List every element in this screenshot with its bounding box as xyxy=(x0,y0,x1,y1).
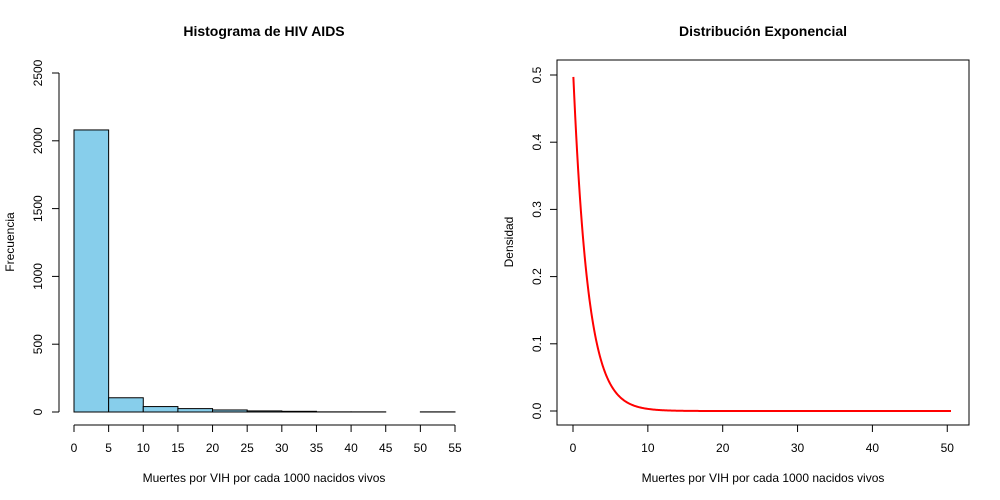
histogram-title: Histograma de HIV AIDS xyxy=(183,23,344,39)
density-x-axis-label: Muertes por VIH por cada 1000 nacidos vi… xyxy=(642,471,885,485)
density-y-tick-label: 0.2 xyxy=(530,268,544,285)
density-x-tick-label: 0 xyxy=(570,441,577,455)
histogram-bar xyxy=(142,406,179,413)
density-y-axis-label: Densidad xyxy=(502,217,516,268)
density-curve xyxy=(572,76,951,412)
histogram-x-axis: 0 5 10 15 20 25 30 35 40 45 50 55 xyxy=(71,424,462,455)
density-x-tick-label: 50 xyxy=(941,441,955,455)
histogram-bar xyxy=(246,410,283,413)
histogram-y-tick-label: 0 xyxy=(31,408,45,415)
histogram-x-tick-label: 10 xyxy=(137,441,151,455)
density-y-tick-label: 0.1 xyxy=(530,335,544,352)
density-x-tick-label: 10 xyxy=(641,441,655,455)
density-y-axis: 0.0 0.1 0.2 0.3 0.4 0.5 xyxy=(530,66,558,419)
histogram-x-tick-label: 30 xyxy=(275,441,289,455)
histogram-bar xyxy=(212,409,248,413)
histogram-x-tick-label: 25 xyxy=(241,441,255,455)
density-x-tick-label: 40 xyxy=(866,441,880,455)
histogram-x-tick-label: 15 xyxy=(171,441,185,455)
density-x-axis: 0 10 20 30 40 50 xyxy=(570,424,955,455)
histogram-bar xyxy=(108,397,144,413)
density-x-tick-label: 30 xyxy=(791,441,805,455)
histogram-x-tick-label: 45 xyxy=(379,441,393,455)
histogram-bar xyxy=(73,129,110,413)
histogram-x-tick-label: 0 xyxy=(71,441,78,455)
histogram-y-tick-label: 1500 xyxy=(31,195,45,222)
histogram-bar xyxy=(281,410,317,413)
density-title: Distribución Exponencial xyxy=(679,23,847,39)
histogram-panel: Histograma de HIV AIDS Muertes por VIH p… xyxy=(3,23,462,485)
histogram-y-axis: 0 500 1000 1500 2000 2500 xyxy=(31,59,60,415)
density-y-tick-label: 0.4 xyxy=(530,134,544,151)
histogram-x-tick-label: 20 xyxy=(206,441,220,455)
histogram-y-tick-label: 2000 xyxy=(31,127,45,154)
histogram-x-tick-label: 50 xyxy=(414,441,428,455)
density-panel: Distribución Exponencial Muertes por VIH… xyxy=(502,23,970,485)
histogram-y-tick-label: 500 xyxy=(31,334,45,354)
histogram-x-axis-label: Muertes por VIH por cada 1000 nacidos vi… xyxy=(143,471,386,485)
histogram-x-tick-label: 35 xyxy=(310,441,324,455)
density-y-tick-label: 0.0 xyxy=(530,402,544,419)
density-plot-box xyxy=(556,59,970,426)
histogram-x-tick-label: 5 xyxy=(105,441,112,455)
density-y-tick-label: 0.3 xyxy=(530,201,544,218)
histogram-bar xyxy=(177,408,214,413)
histogram-x-tick-label: 55 xyxy=(448,441,462,455)
density-y-tick-label: 0.5 xyxy=(530,66,544,83)
histogram-y-axis-label: Frecuencia xyxy=(3,212,17,272)
density-x-tick-label: 20 xyxy=(716,441,730,455)
histogram-bars xyxy=(73,129,456,413)
histogram-y-tick-label: 1000 xyxy=(31,263,45,290)
histogram-x-tick-label: 40 xyxy=(344,441,358,455)
histogram-y-tick-label: 2500 xyxy=(31,59,45,86)
